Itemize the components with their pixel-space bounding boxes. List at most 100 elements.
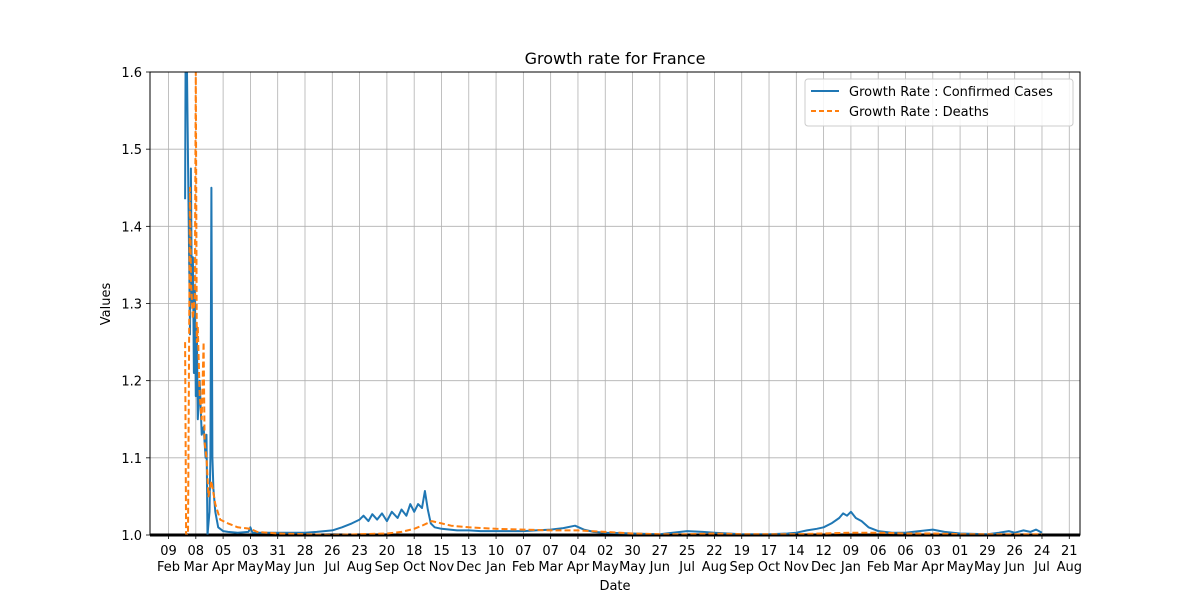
x-tick-day: 04	[570, 544, 587, 559]
x-tick-month: Jul	[1033, 560, 1050, 575]
x-tick-month: Nov	[784, 560, 810, 575]
x-tick-day: 07	[515, 544, 532, 559]
x-tick-month: Jun	[294, 560, 315, 575]
x-tick-day: 22	[706, 544, 723, 559]
y-tick-label: 1.4	[121, 220, 142, 235]
series-lines	[184, 72, 1043, 535]
x-tick-day: 01	[952, 544, 969, 559]
x-tick-label: 26 Jul	[323, 544, 340, 575]
y-tick-label: 1.0	[121, 529, 142, 544]
x-tick-day: 02	[597, 544, 614, 559]
x-tick-label: 27 Jun	[649, 544, 670, 575]
y-tick-label: 1.5	[121, 143, 142, 158]
x-tick-label: 20 Sep	[375, 544, 400, 575]
x-tick-month: May	[237, 560, 264, 575]
x-tick-label: 19 Sep	[729, 544, 754, 575]
y-tick-label: 1.3	[121, 298, 142, 313]
x-tick-label: 05 Apr	[212, 544, 235, 575]
x-tick-month: May	[974, 560, 1001, 575]
x-tick-month: Aug	[702, 560, 727, 575]
x-tick-day: 21	[1061, 544, 1078, 559]
x-tick-month: Mar	[538, 560, 563, 575]
x-tick-month: Sep	[729, 560, 754, 575]
x-tick-day: 20	[379, 544, 396, 559]
x-tick-day: 05	[215, 544, 232, 559]
x-tick-day: 29	[979, 544, 996, 559]
x-tick-day: 12	[815, 544, 832, 559]
x-tick-month: Apr	[567, 560, 590, 575]
y-axis-title: Values	[99, 283, 114, 326]
x-tick-month: Dec	[456, 560, 481, 575]
x-tick-label: 25 Jul	[678, 544, 695, 575]
x-tick-label: 09 Feb	[157, 544, 180, 575]
x-tick-month: Apr	[212, 560, 235, 575]
x-tick-label: 06 Mar	[893, 544, 918, 575]
x-tick-day: 09	[160, 544, 177, 559]
x-tick-month: Jul	[678, 560, 695, 575]
x-tick-month: Jun	[1004, 560, 1025, 575]
x-tick-month: Feb	[867, 560, 890, 575]
legend-label-deaths: Growth Rate : Deaths	[849, 105, 989, 120]
y-tick-label: 1.2	[121, 375, 142, 390]
x-tick-month: Oct	[758, 560, 780, 575]
x-tick-label: 04 Apr	[567, 544, 590, 575]
x-tick-label: 31 May	[264, 544, 291, 575]
x-tick-day: 18	[406, 544, 423, 559]
x-tick-day: 07	[542, 544, 559, 559]
series-line-deaths	[184, 72, 1042, 535]
x-tick-label: 30 May	[619, 544, 646, 575]
x-tick-label: 01 May	[947, 544, 974, 575]
x-tick-label: 23 Aug	[347, 544, 372, 575]
legend: Growth Rate : Confirmed Cases Growth Rat…	[804, 78, 1074, 127]
x-tick-label: 24 Jul	[1033, 544, 1050, 575]
x-tick-day: 31	[269, 544, 286, 559]
x-tick-day: 14	[788, 544, 805, 559]
x-tick-month: May	[264, 560, 291, 575]
x-tick-label: 03 May	[237, 544, 264, 575]
x-tick-label: 08 Mar	[184, 544, 209, 575]
x-tick-month: May	[947, 560, 974, 575]
x-tick-day: 10	[488, 544, 505, 559]
x-tick-label: 22 Aug	[702, 544, 727, 575]
x-tick-month: Aug	[1057, 560, 1082, 575]
x-tick-day: 28	[297, 544, 314, 559]
x-tick-label: 13 Dec	[456, 544, 481, 575]
legend-box	[804, 78, 1074, 127]
x-tick-day: 03	[925, 544, 942, 559]
x-tick-month: Jul	[323, 560, 340, 575]
x-tick-label: 28 Jun	[294, 544, 315, 575]
x-tick-month: Jun	[649, 560, 670, 575]
chart-title: Growth rate for France	[525, 49, 706, 68]
y-tick-label: 1.6	[121, 66, 142, 81]
x-axis-title: Date	[599, 579, 630, 594]
x-tick-label: 18 Oct	[403, 544, 425, 575]
x-tick-label: 29 May	[974, 544, 1001, 575]
x-tick-day: 15	[433, 544, 450, 559]
x-tick-day: 23	[351, 544, 368, 559]
x-tick-day: 06	[897, 544, 914, 559]
x-tick-month: Jan	[840, 560, 861, 575]
x-tick-label: 15 Nov	[429, 544, 455, 575]
x-tick-month: Feb	[512, 560, 535, 575]
x-tick-label: 06 Feb	[867, 544, 890, 575]
x-tick-month: Nov	[429, 560, 455, 575]
x-tick-label: 02 May	[592, 544, 619, 575]
x-tick-day: 13	[461, 544, 478, 559]
x-tick-day: 24	[1034, 544, 1051, 559]
x-tick-day: 03	[242, 544, 259, 559]
x-tick-day: 25	[679, 544, 696, 559]
x-tick-month: Mar	[184, 560, 209, 575]
x-tick-label: 03 Apr	[922, 544, 945, 575]
x-tick-label: 21 Aug	[1057, 544, 1082, 575]
x-tick-month: May	[619, 560, 646, 575]
x-tick-day: 17	[761, 544, 778, 559]
x-tick-label: 17 Oct	[758, 544, 780, 575]
x-tick-label: 12 Dec	[811, 544, 836, 575]
x-tick-day: 08	[188, 544, 205, 559]
x-tick-month: Dec	[811, 560, 836, 575]
x-tick-month: Apr	[922, 560, 945, 575]
x-tick-label: 09 Jan	[840, 544, 861, 575]
x-tick-day: 19	[733, 544, 750, 559]
y-tick-label: 1.1	[121, 452, 142, 467]
